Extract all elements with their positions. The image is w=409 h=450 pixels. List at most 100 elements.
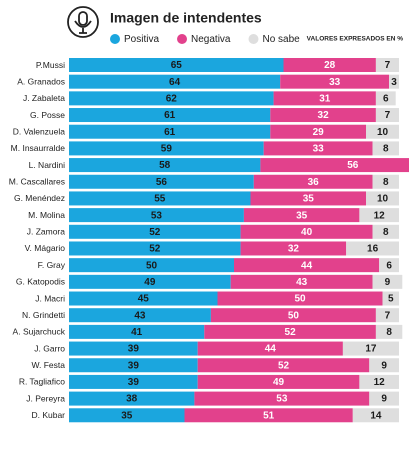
bar-segment	[240, 224, 373, 239]
bar-segment	[352, 408, 399, 423]
bar-segment	[69, 258, 234, 273]
data-label: 40	[301, 227, 313, 238]
bar-segment	[69, 91, 274, 106]
y-tick-label: L. Nardini	[29, 160, 65, 170]
bar-segment	[69, 308, 211, 323]
data-label: 9	[381, 360, 387, 371]
y-tick-label: V. Mágario	[25, 243, 66, 253]
data-label: 32	[318, 110, 330, 121]
bar-segment	[69, 341, 198, 356]
bar-segment	[69, 274, 231, 289]
bar-segment	[372, 224, 399, 239]
note: VALORES EXPRESADOS EN %	[307, 36, 404, 43]
bar-segment	[69, 224, 241, 239]
bar-segment	[69, 141, 264, 156]
bar-segment	[69, 124, 271, 139]
bar-segment	[69, 74, 281, 89]
y-tick-label: J. Garro	[34, 343, 65, 353]
data-label: 16	[367, 244, 379, 255]
y-tick-label: M. Cascallares	[9, 177, 65, 187]
bar-segment	[230, 274, 373, 289]
data-label: 51	[263, 410, 275, 421]
data-label: 61	[164, 127, 176, 138]
data-label: 8	[386, 327, 392, 338]
legend-label: Positiva	[124, 34, 159, 45]
data-label: 29	[313, 127, 325, 138]
bar-segment	[369, 391, 399, 406]
y-tick-label: F. Gray	[38, 260, 66, 270]
legend-label: No sabe	[262, 34, 300, 45]
bar-segment	[366, 124, 399, 139]
data-label: 5	[388, 294, 394, 305]
bar-segment	[270, 124, 366, 139]
bar-segment	[69, 58, 284, 72]
data-label: 44	[301, 260, 313, 271]
data-label: 44	[265, 344, 277, 355]
data-label: 58	[159, 160, 171, 171]
bar-segment	[197, 358, 370, 373]
bar-segment	[69, 324, 205, 339]
bar-segment	[69, 358, 198, 373]
bar-segment	[217, 291, 383, 306]
bar-segment	[283, 58, 376, 72]
y-tick-label: G. Katopodis	[16, 277, 65, 287]
bar-segment	[69, 241, 241, 256]
bar-segment	[250, 191, 366, 206]
data-label: 50	[146, 260, 158, 271]
bar-segment	[382, 291, 399, 306]
y-tick-label: J. Zabaleta	[23, 93, 65, 103]
data-label: 17	[365, 344, 377, 355]
bar-segment	[253, 174, 373, 189]
y-tick-label: J. Zamora	[27, 227, 66, 237]
data-label: 39	[128, 360, 140, 371]
bar-segment	[342, 341, 399, 356]
data-label: 7	[385, 60, 391, 71]
data-label: 55	[154, 194, 166, 205]
data-label: 8	[383, 144, 389, 155]
y-tick-label: J. Macri	[35, 293, 65, 303]
bar-segment	[372, 174, 399, 189]
bar-segment	[69, 291, 218, 306]
data-label: 65	[171, 60, 183, 71]
y-tick-label: R. Tagliafico	[19, 377, 65, 387]
data-label: 53	[151, 210, 163, 221]
y-tick-label: G. Menéndez	[14, 193, 65, 203]
legend-label: Negativa	[191, 34, 231, 45]
bar-segment	[280, 74, 390, 89]
data-label: 59	[161, 144, 173, 155]
data-label: 33	[329, 77, 341, 88]
bar-segment	[240, 241, 347, 256]
data-label: 33	[313, 144, 325, 155]
data-label: 9	[385, 277, 391, 288]
y-tick-label: M. Molina	[28, 210, 65, 220]
y-tick-label: M. Insaurralde	[11, 143, 66, 153]
bar-segment	[69, 374, 198, 389]
bar-segment	[273, 91, 376, 106]
data-label: 50	[294, 294, 306, 305]
data-label: 8	[383, 227, 389, 238]
y-tick-label: N. Grindetti	[22, 310, 65, 320]
data-label: 50	[288, 310, 300, 321]
y-tick-label: A. Sujarchuck	[13, 327, 66, 337]
bar-segment	[366, 191, 399, 206]
data-label: 6	[386, 260, 392, 271]
data-label: 49	[144, 277, 156, 288]
data-label: 38	[126, 394, 138, 405]
y-tick-label: P.Mussi	[36, 60, 65, 70]
bar-segment	[375, 91, 396, 106]
data-label: 8	[383, 177, 389, 188]
bar-segment	[359, 374, 399, 389]
y-tick-label: G. Posse	[30, 110, 65, 120]
data-label: 35	[303, 194, 315, 205]
data-label: 10	[377, 194, 389, 205]
y-tick-label: J. Pereyra	[26, 393, 65, 403]
bar-segment	[243, 208, 360, 223]
data-label: 52	[149, 227, 161, 238]
data-label: 28	[324, 60, 336, 71]
data-label: 61	[164, 110, 176, 121]
bar-segment	[369, 358, 399, 373]
bar-segment	[379, 258, 399, 273]
bar-segment	[194, 391, 370, 406]
data-label: 14	[370, 410, 382, 421]
